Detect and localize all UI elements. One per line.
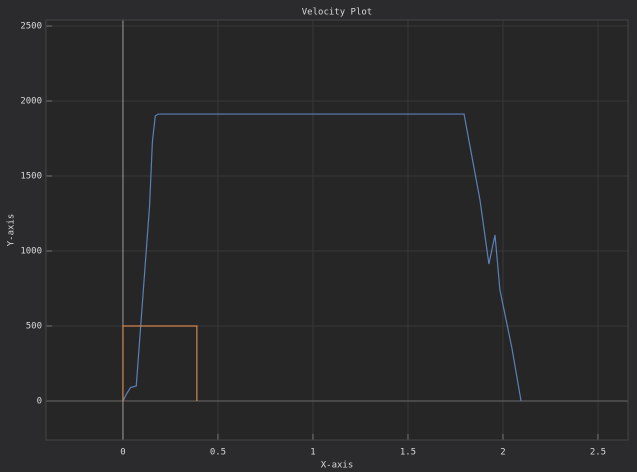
y-tick-label: 2000 [20,97,42,107]
x-tick-label: 2 [500,448,505,458]
y-tick-label: 1000 [20,247,42,257]
y-tick-label: 2500 [20,22,42,32]
plot-area [46,20,628,440]
chart-title: Velocity Plot [302,8,372,18]
x-tick-label: 2.5 [590,448,606,458]
x-tick-label: 1.5 [400,448,416,458]
y-axis-label: Y-axis [7,214,17,247]
y-tick-label: 1500 [20,172,42,182]
y-tick-label: 500 [26,322,42,332]
series-line [122,325,198,401]
x-tick-label: 1 [310,448,315,458]
y-tick-label: 0 [37,397,42,407]
x-tick-label: 0.5 [210,448,226,458]
x-axis-label: X-axis [321,461,354,471]
series-line [122,113,522,402]
plot-border [45,19,629,441]
x-tick-label: 0 [120,448,125,458]
